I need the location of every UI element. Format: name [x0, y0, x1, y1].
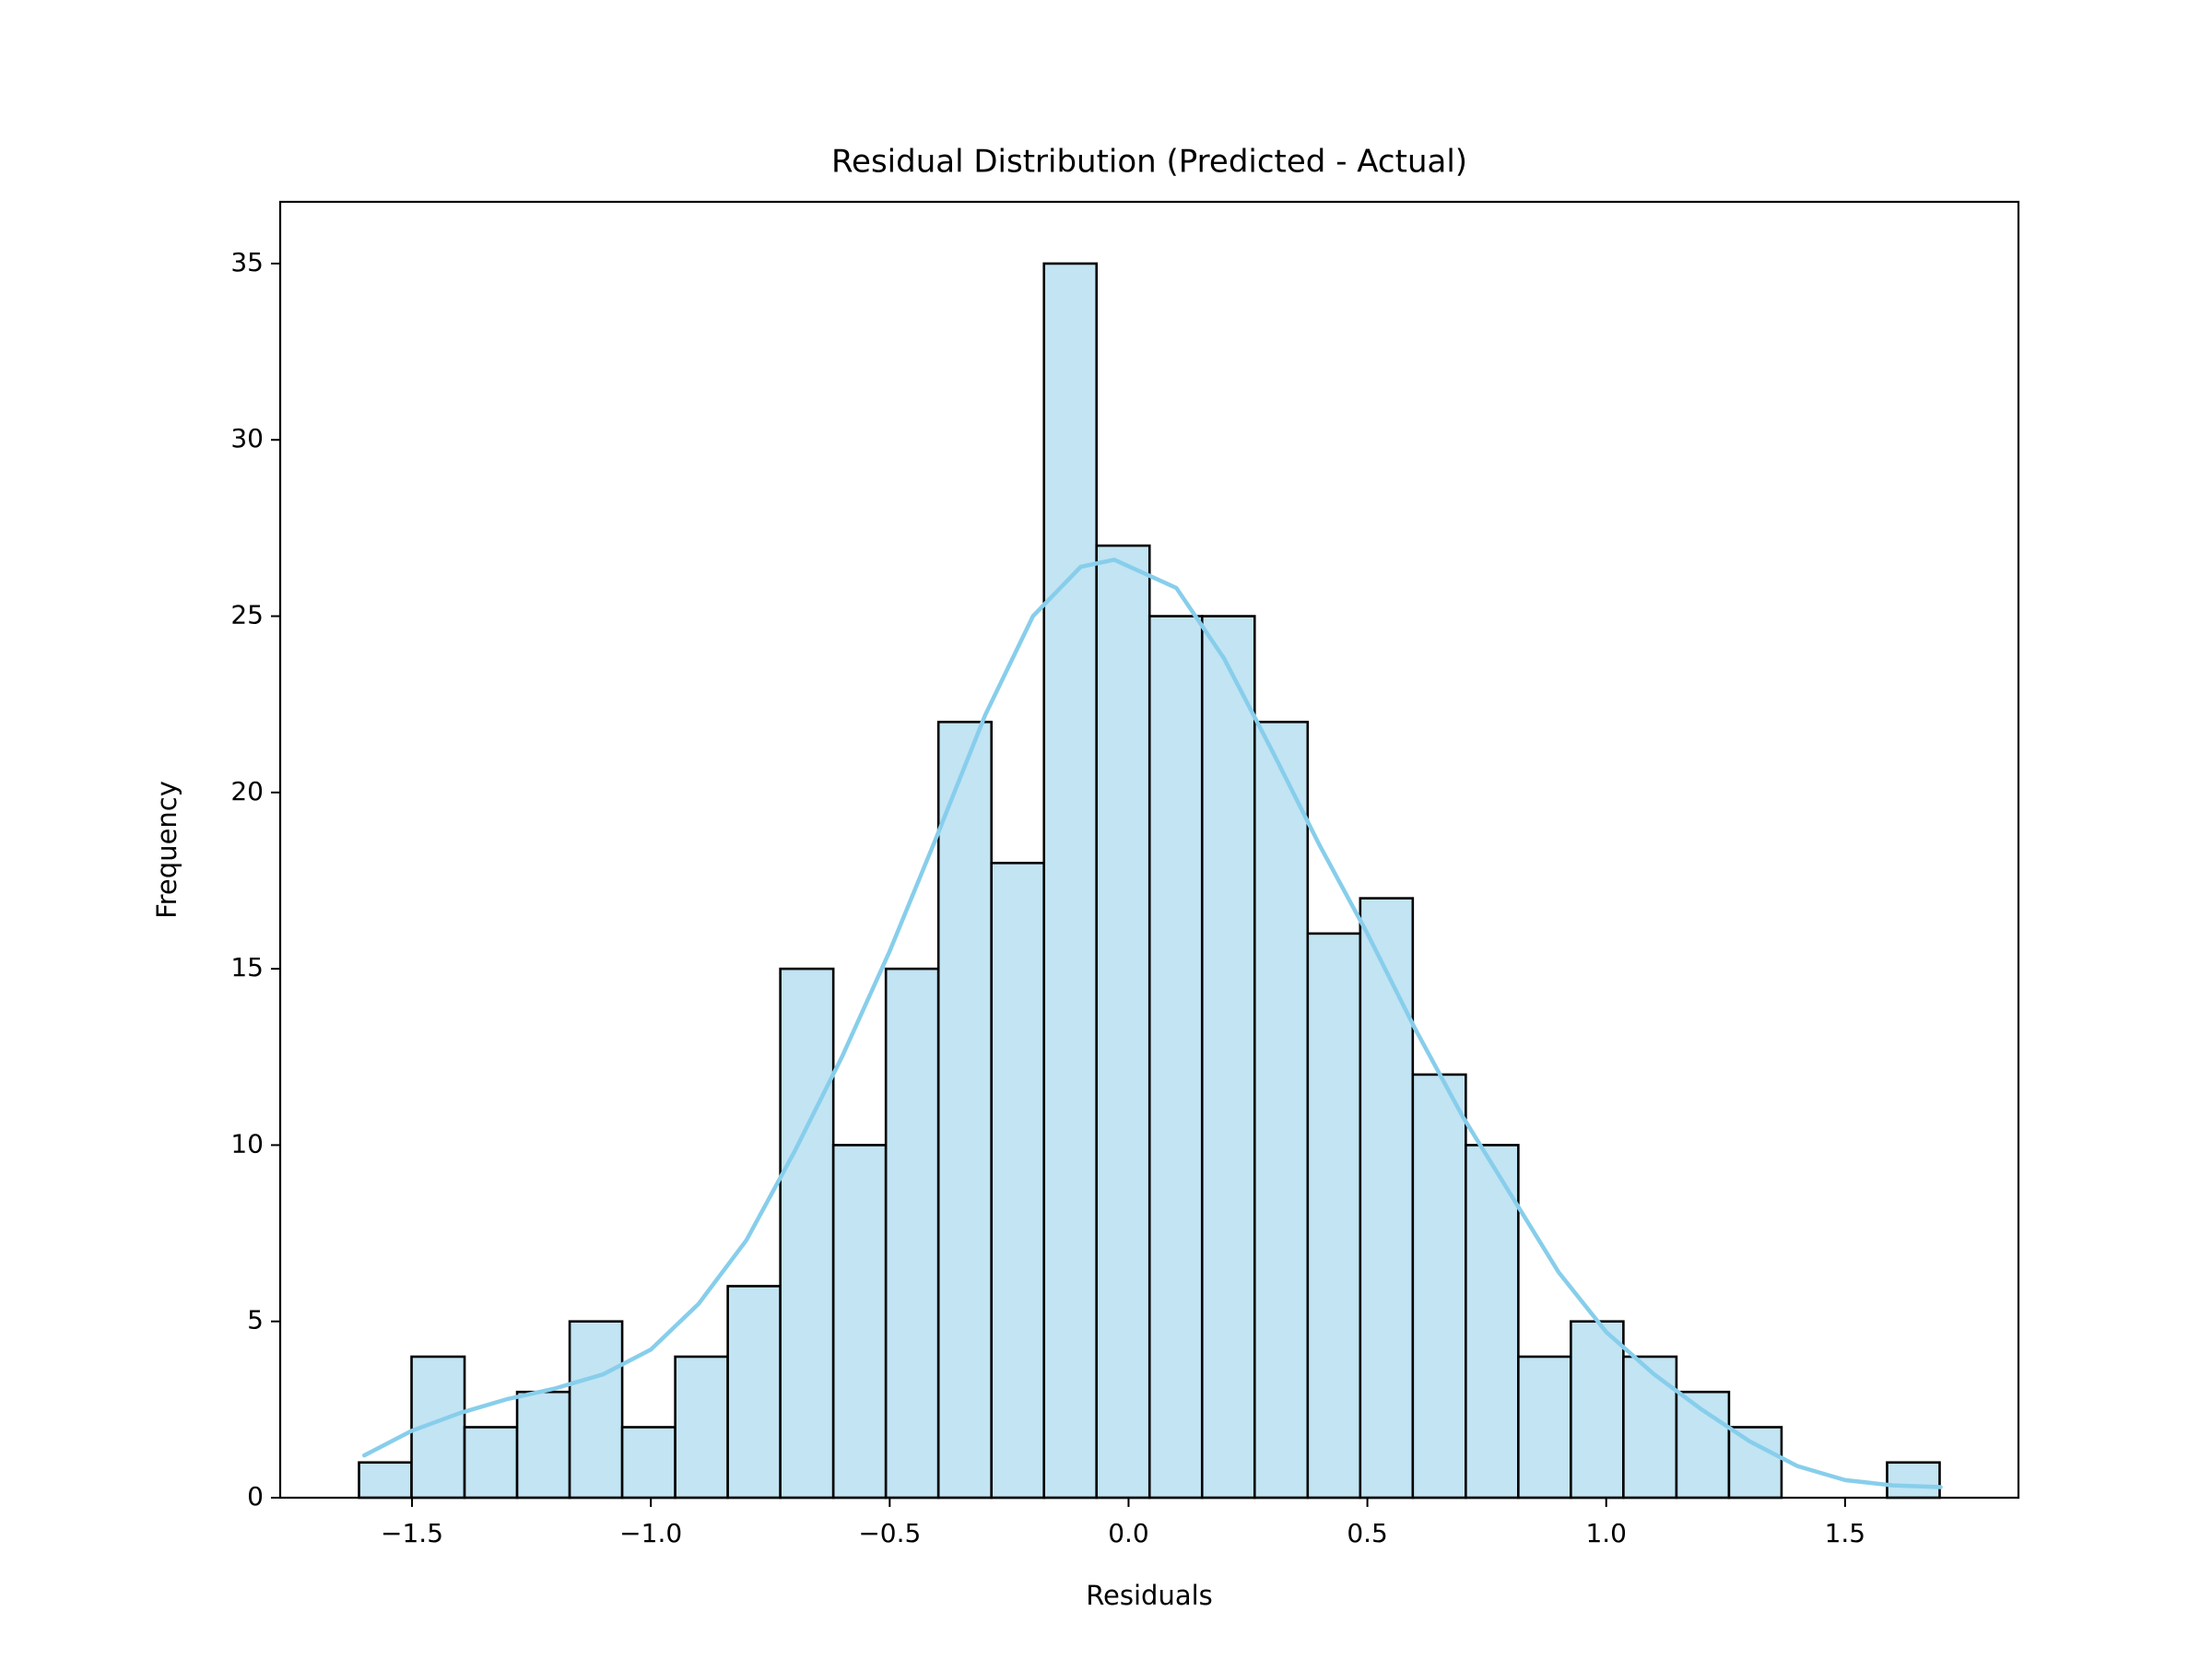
x-tick-label: 0.0 — [1108, 1518, 1149, 1548]
kde-line — [361, 558, 1943, 1489]
y-tick-label: 0 — [247, 1481, 264, 1512]
histogram-bar — [1042, 262, 1099, 1500]
histogram-bar — [884, 967, 940, 1500]
y-tick-label: 30 — [230, 423, 264, 453]
plot-frame — [278, 200, 2020, 1500]
histogram-bar — [1306, 932, 1362, 1500]
x-axis-label: Residuals — [1086, 1580, 1213, 1611]
histogram-bar — [831, 1144, 888, 1500]
chart-title: Residual Distribution (Predicted - Actua… — [831, 144, 1467, 181]
histogram-bar — [515, 1390, 571, 1500]
histogram-bar — [1359, 897, 1415, 1500]
histogram-bar — [726, 1285, 782, 1500]
x-tick-label: −1.0 — [619, 1518, 682, 1548]
histogram-bar — [358, 1461, 413, 1500]
histogram-bar — [674, 1355, 729, 1500]
x-tick-label: 1.0 — [1585, 1518, 1627, 1548]
x-tick-label: −1.5 — [381, 1518, 443, 1548]
histogram-bar — [1200, 615, 1256, 1500]
x-tick-label: 0.5 — [1347, 1518, 1388, 1548]
histogram-bar — [936, 721, 994, 1500]
y-tick-label: 20 — [230, 776, 264, 806]
y-tick-label: 10 — [230, 1128, 264, 1159]
histogram-bar — [779, 967, 835, 1500]
y-tick-label: 15 — [230, 952, 264, 982]
histogram-bar — [568, 1320, 624, 1500]
histogram-bar — [1727, 1426, 1783, 1500]
histogram-bar — [620, 1426, 677, 1500]
y-tick-label: 35 — [230, 247, 264, 277]
histogram-bar — [1253, 721, 1310, 1500]
x-tick-label: 1.5 — [1825, 1518, 1866, 1548]
histogram-bar — [990, 862, 1046, 1500]
histogram-bar — [1411, 1073, 1467, 1500]
histogram-bar — [1095, 544, 1151, 1500]
histogram-bar — [1517, 1355, 1572, 1500]
histogram-bar — [1570, 1320, 1625, 1500]
y-axis-label: Frequency — [151, 781, 182, 919]
histogram-bar — [463, 1426, 519, 1500]
histogram-bar — [1886, 1461, 1941, 1500]
y-tick-label: 25 — [230, 600, 264, 630]
x-tick-label: −0.5 — [858, 1518, 921, 1548]
histogram-bar — [1465, 1144, 1520, 1500]
histogram-bar — [1147, 615, 1204, 1500]
y-tick-label: 5 — [247, 1305, 264, 1335]
histogram-bar — [1622, 1355, 1678, 1500]
